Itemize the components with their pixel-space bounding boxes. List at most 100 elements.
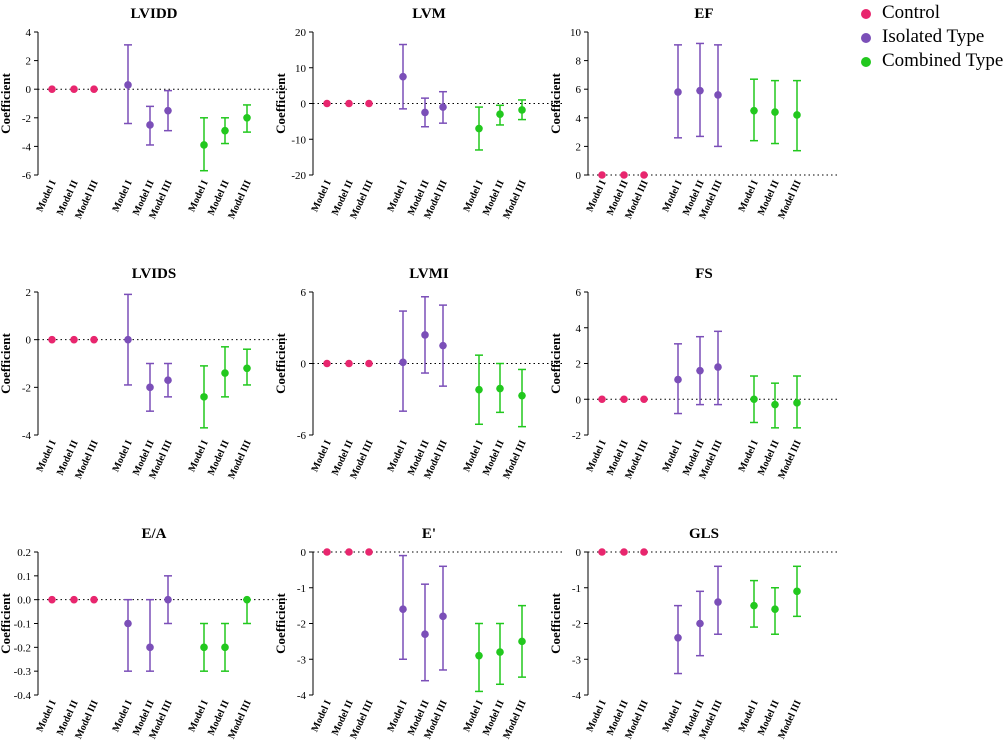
chart-lvmi-isolated-type-point <box>421 331 429 339</box>
chart-lvidd-title: LVIDD <box>131 6 178 22</box>
chart-ea-ytick-label: -0.1 <box>14 619 31 631</box>
chart-ea-combined-type-point <box>200 643 208 652</box>
chart-fs-xtick-label: Model I <box>585 439 609 474</box>
chart-lvm-ytick-label: -10 <box>291 134 306 146</box>
chart-lvids-xtick-label: Model I <box>35 439 59 474</box>
chart-lvm-control-point <box>365 99 373 108</box>
chart-fs-ylabel: Coefficient <box>548 333 563 394</box>
legend-dot-isolated <box>861 33 871 43</box>
chart-fs-ytick-label: 0 <box>576 394 582 406</box>
chart-lvidd-ytick-label: -2 <box>22 113 31 125</box>
chart-lvmi-combined-type-point <box>496 384 504 393</box>
chart-gls-title: GLS <box>689 526 719 542</box>
chart-ef-xtick-label: Model I <box>661 179 685 214</box>
legend-dot-combined <box>861 57 871 67</box>
chart-lvidd-ylabel: Coefficient <box>0 73 13 134</box>
chart-e-ytick-label: -2 <box>297 619 306 631</box>
chart-fs-combined-type-point <box>750 395 758 404</box>
chart-ea-combined-type-point <box>243 595 251 604</box>
chart-ef-title: EF <box>694 6 713 22</box>
chart-lvids-control-point <box>70 335 78 344</box>
chart-fs-control-point <box>640 395 648 404</box>
chart-ea-ytick-label: 0.1 <box>17 571 31 583</box>
chart-e-ytick-label: 0 <box>301 547 307 559</box>
chart-lvm-isolated-type-point <box>421 108 429 117</box>
chart-e-isolated-type-point <box>399 605 407 613</box>
chart-lvidd-ytick-label: -4 <box>22 141 32 153</box>
chart-gls-control-point <box>598 548 606 556</box>
chart-ea-title: E/A <box>141 526 166 542</box>
chart-gls-isolated-type-point <box>674 634 682 642</box>
chart-ef-ytick-label: 2 <box>576 141 582 153</box>
chart-ea-xtick-label: Model I <box>111 699 135 734</box>
chart-ef-ytick-label: 0 <box>576 170 582 182</box>
chart-fs-isolated-type-point <box>714 363 722 371</box>
chart-lvids-control-point <box>48 335 56 344</box>
chart-e-control-point <box>345 548 353 556</box>
chart-lvids-control-point <box>90 335 98 344</box>
chart-lvidd-isolated-type-point <box>164 106 172 115</box>
chart-ef-control-point <box>640 171 648 179</box>
chart-lvm-isolated-type-point <box>399 72 407 81</box>
chart-ef-combined-type-point <box>771 108 779 116</box>
chart-ef-ytick-label: 10 <box>570 27 582 39</box>
chart-fs-isolated-type-point <box>696 366 704 375</box>
chart-e-ytick-label: -4 <box>297 690 307 702</box>
chart-lvidd-combined-type-point <box>200 141 208 149</box>
chart-lvm-ylabel: Coefficient <box>273 73 288 134</box>
chart-gls-ytick-label: -1 <box>572 583 581 595</box>
legend-label-combined: Combined Type <box>882 50 1004 71</box>
chart-ea-ytick-label: -0.4 <box>14 690 32 702</box>
chart-lvm-title: LVM <box>412 6 446 22</box>
chart-lvm-ytick-label: 10 <box>295 63 307 75</box>
chart-lvmi-title: LVMI <box>409 266 449 282</box>
chart-ea-ytick-label: 0.0 <box>17 595 31 607</box>
chart-lvm-combined-type-point <box>496 110 504 119</box>
chart-gls-isolated-type-point <box>696 619 704 628</box>
chart-ef-combined-type-point <box>793 111 801 119</box>
chart-lvmi-ytick-label: 0 <box>301 359 307 371</box>
chart-ea-isolated-type-point <box>146 643 154 652</box>
chart-ef-control-point <box>598 171 606 179</box>
chart-lvids-ytick-label: 0 <box>26 335 32 347</box>
chart-ea-isolated-type-point <box>124 619 132 628</box>
chart-fs-ytick-label: 6 <box>576 287 582 299</box>
chart-lvm-combined-type-point <box>475 124 483 133</box>
chart-lvids-ytick-label: -2 <box>22 382 31 394</box>
chart-lvidd-isolated-type-point <box>146 121 154 129</box>
chart-lvidd-control-point <box>48 85 56 93</box>
chart-gls-ylabel: Coefficient <box>548 593 563 654</box>
chart-lvids-combined-type-point <box>200 393 208 401</box>
chart-lvm-xtick-label: Model I <box>386 179 410 214</box>
legend-label-control: Control <box>882 2 941 23</box>
chart-lvidd-combined-type-point <box>243 114 251 122</box>
chart-lvmi-combined-type-point <box>475 385 483 394</box>
chart-lvmi-ylabel: Coefficient <box>273 333 288 394</box>
chart-ea-ylabel: Coefficient <box>0 593 13 654</box>
chart-fs-xtick-label: Model I <box>661 439 685 474</box>
chart-lvidd-ytick-label: 0 <box>26 84 32 96</box>
chart-lvids-isolated-type-point <box>146 383 154 392</box>
chart-lvidd-xtick-label: Model I <box>35 179 59 214</box>
chart-gls-control-point <box>640 548 648 556</box>
chart-lvidd-control-point <box>90 85 98 93</box>
chart-fs-combined-type-point <box>793 399 801 407</box>
legend-label-isolated: Isolated Type <box>882 26 985 47</box>
chart-lvmi-isolated-type-point <box>439 341 447 350</box>
chart-lvmi-xtick-label: Model I <box>386 439 410 474</box>
chart-lvidd-control-point <box>70 85 78 93</box>
chart-gls-control-point <box>620 548 628 556</box>
chart-gls-combined-type-point <box>771 605 779 613</box>
chart-ea-xtick-label: Model I <box>35 699 59 734</box>
chart-lvm-ytick-label: 20 <box>295 27 307 39</box>
chart-ea-control-point <box>90 595 98 604</box>
chart-e-control-point <box>323 548 331 556</box>
chart-ef-isolated-type-point <box>674 88 682 96</box>
chart-lvids-ylabel: Coefficient <box>0 333 13 394</box>
